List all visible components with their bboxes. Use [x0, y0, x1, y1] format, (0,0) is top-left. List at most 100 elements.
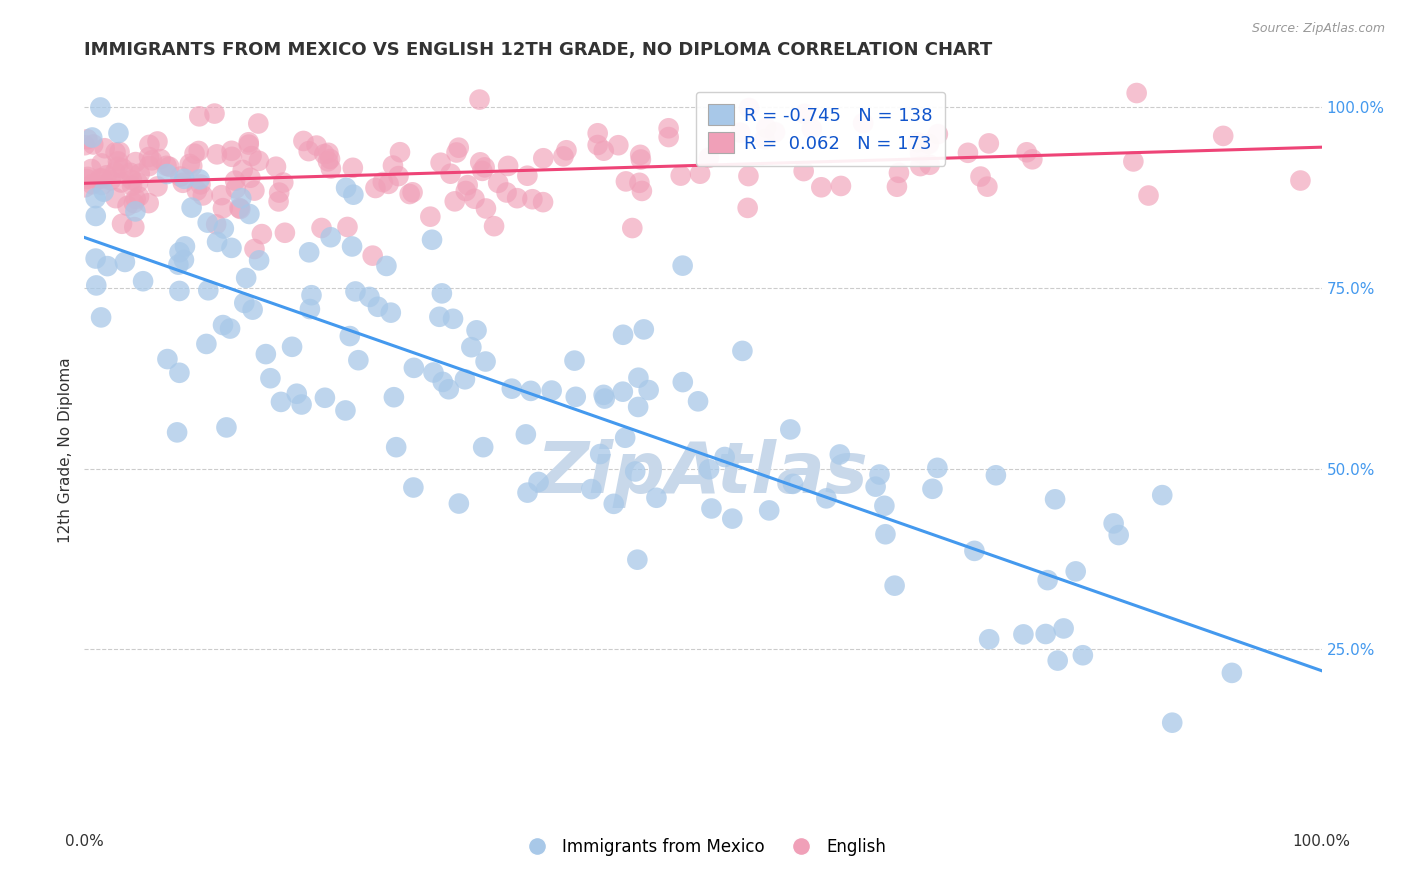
Point	[869, 467, 891, 482]
Point	[956, 145, 979, 160]
Point	[628, 176, 651, 190]
Point	[828, 447, 851, 461]
Point	[1152, 488, 1174, 502]
Point	[254, 347, 277, 361]
Point	[758, 503, 780, 517]
Point	[689, 167, 711, 181]
Point	[138, 196, 160, 211]
Point	[910, 159, 932, 173]
Point	[285, 386, 308, 401]
Point	[737, 169, 759, 183]
Point	[107, 154, 129, 169]
Point	[429, 310, 451, 324]
Point	[633, 322, 655, 336]
Point	[186, 184, 208, 198]
Legend: Immigrants from Mexico, English: Immigrants from Mexico, English	[513, 831, 893, 863]
Text: ZipAtlas: ZipAtlas	[537, 439, 869, 508]
Point	[128, 189, 150, 203]
Point	[212, 221, 235, 235]
Point	[443, 194, 465, 209]
Point	[908, 146, 931, 161]
Point	[290, 397, 312, 411]
Point	[468, 93, 491, 107]
Point	[138, 137, 160, 152]
Point	[388, 145, 411, 160]
Point	[402, 360, 425, 375]
Point	[737, 201, 759, 215]
Point	[658, 130, 681, 145]
Point	[205, 235, 228, 249]
Point	[240, 149, 263, 163]
Point	[976, 179, 998, 194]
Point	[190, 178, 212, 192]
Point	[274, 226, 297, 240]
Point	[713, 450, 735, 464]
Point	[1137, 188, 1160, 202]
Point	[344, 285, 367, 299]
Point	[111, 217, 134, 231]
Point	[852, 116, 875, 130]
Point	[800, 121, 823, 136]
Point	[886, 179, 908, 194]
Point	[301, 288, 323, 302]
Point	[460, 340, 482, 354]
Point	[755, 120, 778, 135]
Point	[984, 468, 1007, 483]
Point	[471, 164, 494, 178]
Point	[631, 184, 654, 198]
Point	[381, 159, 404, 173]
Point	[621, 221, 644, 235]
Point	[614, 174, 637, 188]
Point	[979, 632, 1001, 647]
Point	[447, 497, 470, 511]
Point	[132, 274, 155, 288]
Point	[104, 165, 127, 179]
Point	[875, 527, 897, 541]
Point	[429, 155, 451, 169]
Point	[319, 230, 342, 244]
Point	[359, 290, 381, 304]
Point	[232, 162, 254, 177]
Point	[127, 176, 149, 190]
Point	[125, 192, 148, 206]
Point	[686, 394, 709, 409]
Point	[209, 188, 232, 202]
Point	[402, 481, 425, 495]
Point	[238, 207, 260, 221]
Point	[470, 155, 492, 169]
Point	[204, 106, 226, 120]
Point	[700, 501, 723, 516]
Point	[93, 141, 115, 155]
Point	[527, 475, 550, 489]
Point	[522, 192, 544, 206]
Point	[553, 149, 575, 163]
Point	[250, 227, 273, 241]
Point	[457, 178, 479, 193]
Point	[229, 202, 252, 216]
Point	[298, 301, 321, 316]
Point	[1161, 715, 1184, 730]
Point	[228, 201, 250, 215]
Point	[603, 497, 626, 511]
Point	[564, 353, 586, 368]
Y-axis label: 12th Grade, No Diploma: 12th Grade, No Diploma	[58, 358, 73, 543]
Point	[921, 482, 943, 496]
Point	[89, 171, 111, 186]
Point	[645, 491, 668, 505]
Point	[447, 141, 470, 155]
Point	[873, 499, 896, 513]
Point	[221, 144, 243, 158]
Point	[520, 384, 543, 398]
Point	[80, 162, 103, 177]
Point	[107, 126, 129, 140]
Point	[84, 252, 107, 266]
Point	[430, 286, 453, 301]
Point	[233, 296, 256, 310]
Point	[1071, 648, 1094, 663]
Point	[1052, 622, 1074, 636]
Point	[319, 152, 342, 166]
Point	[1064, 565, 1087, 579]
Point	[347, 353, 370, 368]
Point	[918, 158, 941, 172]
Point	[887, 166, 910, 180]
